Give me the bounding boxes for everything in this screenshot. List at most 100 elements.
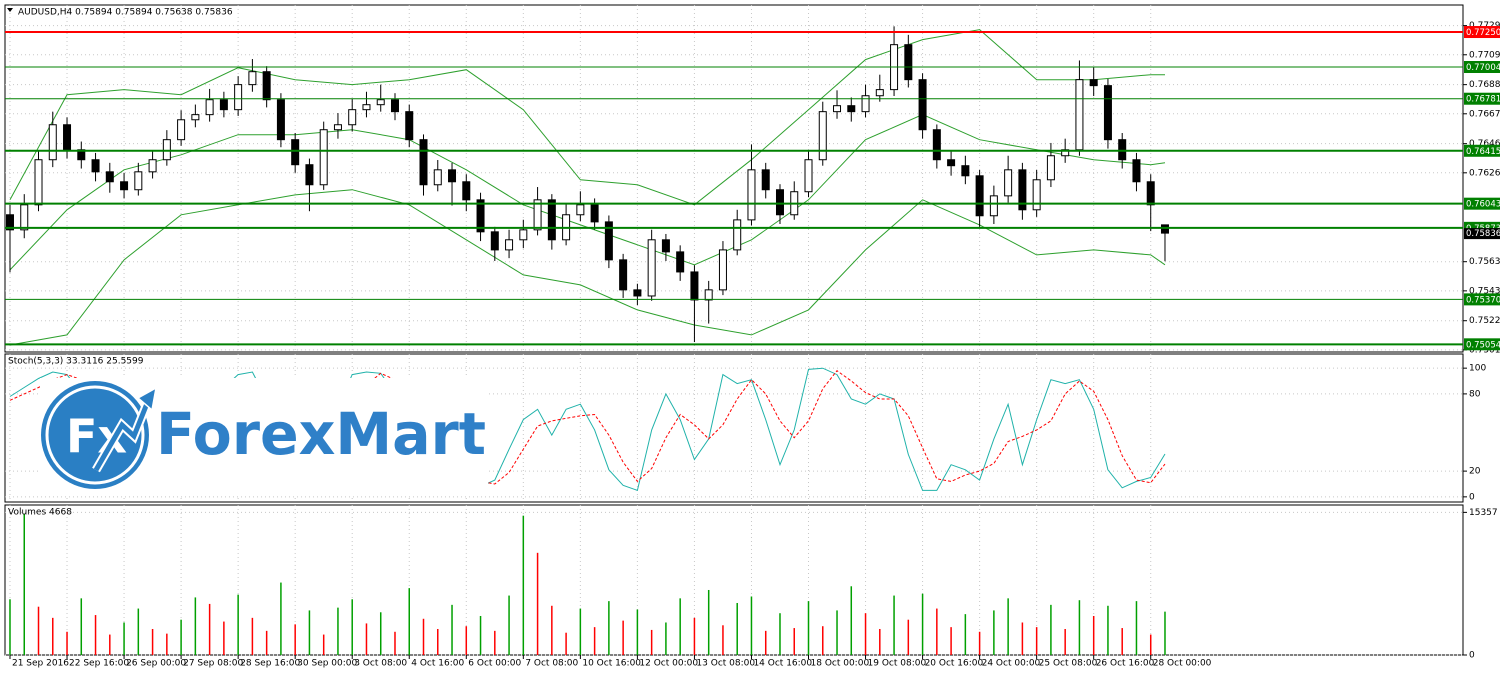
volume-bar [223, 621, 225, 655]
volume-bar [1064, 628, 1066, 655]
candle-body [433, 169, 442, 186]
candle-body [704, 289, 713, 301]
volume-bar [978, 631, 981, 655]
panel-frame [4, 353, 1464, 503]
level-label-box [1464, 26, 1500, 39]
volume-bar [893, 595, 895, 655]
level-label-box [1464, 61, 1500, 74]
volume-bar [1164, 611, 1166, 655]
volume-bar [807, 601, 810, 655]
candle-body [219, 99, 228, 111]
y-tick-label: 0.76675 [1469, 109, 1500, 119]
candle-body [604, 221, 613, 261]
x-tick-label: 26 Sep 00:00 [126, 659, 186, 669]
candle-body [690, 271, 699, 301]
x-tick-label: 20 Oct 16:00 [925, 659, 984, 669]
volume-bar [408, 588, 410, 655]
level-label-box [1464, 144, 1500, 157]
candle-body [205, 99, 214, 116]
candle-body [519, 229, 528, 241]
candle-body [490, 231, 499, 251]
volume-bar [993, 610, 995, 655]
candle-body [761, 169, 770, 191]
candle-body [191, 114, 200, 121]
volume-bar [608, 601, 610, 655]
logo-circle [41, 381, 149, 489]
candle-body [804, 159, 813, 193]
candle-body [590, 204, 599, 223]
level-label-box [1464, 338, 1500, 351]
volume-bar [879, 628, 881, 655]
x-tick-label: 28 Sep 16:00 [240, 659, 300, 669]
volume-bar [237, 594, 239, 655]
y-tick-label: 20 [1469, 467, 1481, 477]
candle-body [5, 214, 14, 231]
volume-bar [1021, 622, 1024, 655]
level-label: 0.76781 [1466, 95, 1500, 105]
volume-bar [1035, 627, 1038, 655]
volume-bar [565, 632, 567, 655]
candle-body [319, 129, 328, 186]
x-tick-label: 18 Oct 00:00 [811, 659, 870, 669]
volume-bar [665, 622, 667, 655]
volume-bar [536, 552, 539, 655]
volume-bar [722, 625, 724, 655]
candle-body [861, 95, 870, 113]
candle-body [875, 89, 884, 97]
candle-body [333, 124, 342, 131]
candle-body [63, 124, 72, 151]
candle-body [1075, 79, 1084, 151]
volume-bar [151, 628, 154, 655]
candle-body [904, 44, 913, 81]
candle-body [462, 181, 471, 201]
volume-bar [265, 630, 268, 655]
x-tick-label: 21 Sep 2016 [12, 659, 69, 669]
y-tick-label: 0.75015 [1469, 345, 1500, 355]
candle-body [576, 204, 585, 216]
volume-bar [950, 627, 952, 655]
candle-body [291, 139, 300, 166]
volume-bar [921, 593, 924, 655]
last-price-box [1464, 228, 1500, 240]
logo-arrow-head [136, 386, 158, 412]
volume-bar [1121, 628, 1123, 655]
volume-bar [123, 622, 125, 655]
level-label: 0.77250 [1466, 28, 1500, 38]
candle-body [833, 105, 842, 113]
volume-bar [551, 605, 553, 655]
x-tick-label: 6 Oct 00:00 [468, 659, 521, 669]
volume-bar [736, 602, 738, 655]
level-label: 0.76043 [1466, 200, 1500, 210]
candle-body [348, 109, 357, 126]
logo-ring [45, 385, 145, 485]
candle-body [1018, 169, 1027, 211]
candle-body [918, 79, 927, 131]
candle-body [148, 159, 157, 173]
candle-body [661, 239, 670, 253]
volume-bar [465, 626, 468, 655]
volume-bar [9, 599, 11, 655]
volume-bar [593, 627, 596, 655]
candle-body [1046, 155, 1055, 181]
volume-bar [94, 615, 97, 655]
x-tick-label: 7 Oct 08:00 [525, 659, 578, 669]
volume-bar [280, 582, 282, 655]
candle-body [419, 139, 428, 186]
candle-body [234, 84, 243, 111]
volume-bar [137, 608, 140, 655]
volume-bar [308, 610, 311, 655]
candle-body [305, 164, 314, 186]
volume-bar [451, 604, 453, 655]
candle-body [1032, 179, 1041, 211]
volume-bar [864, 613, 867, 655]
volume-bar [379, 612, 382, 655]
candle-body [818, 111, 827, 161]
x-tick-label: 22 Sep 16:00 [69, 659, 129, 669]
candle-body [1089, 79, 1098, 87]
y-tick-label: 80 [1469, 389, 1481, 399]
x-tick-label: 10 Oct 16:00 [582, 659, 641, 669]
